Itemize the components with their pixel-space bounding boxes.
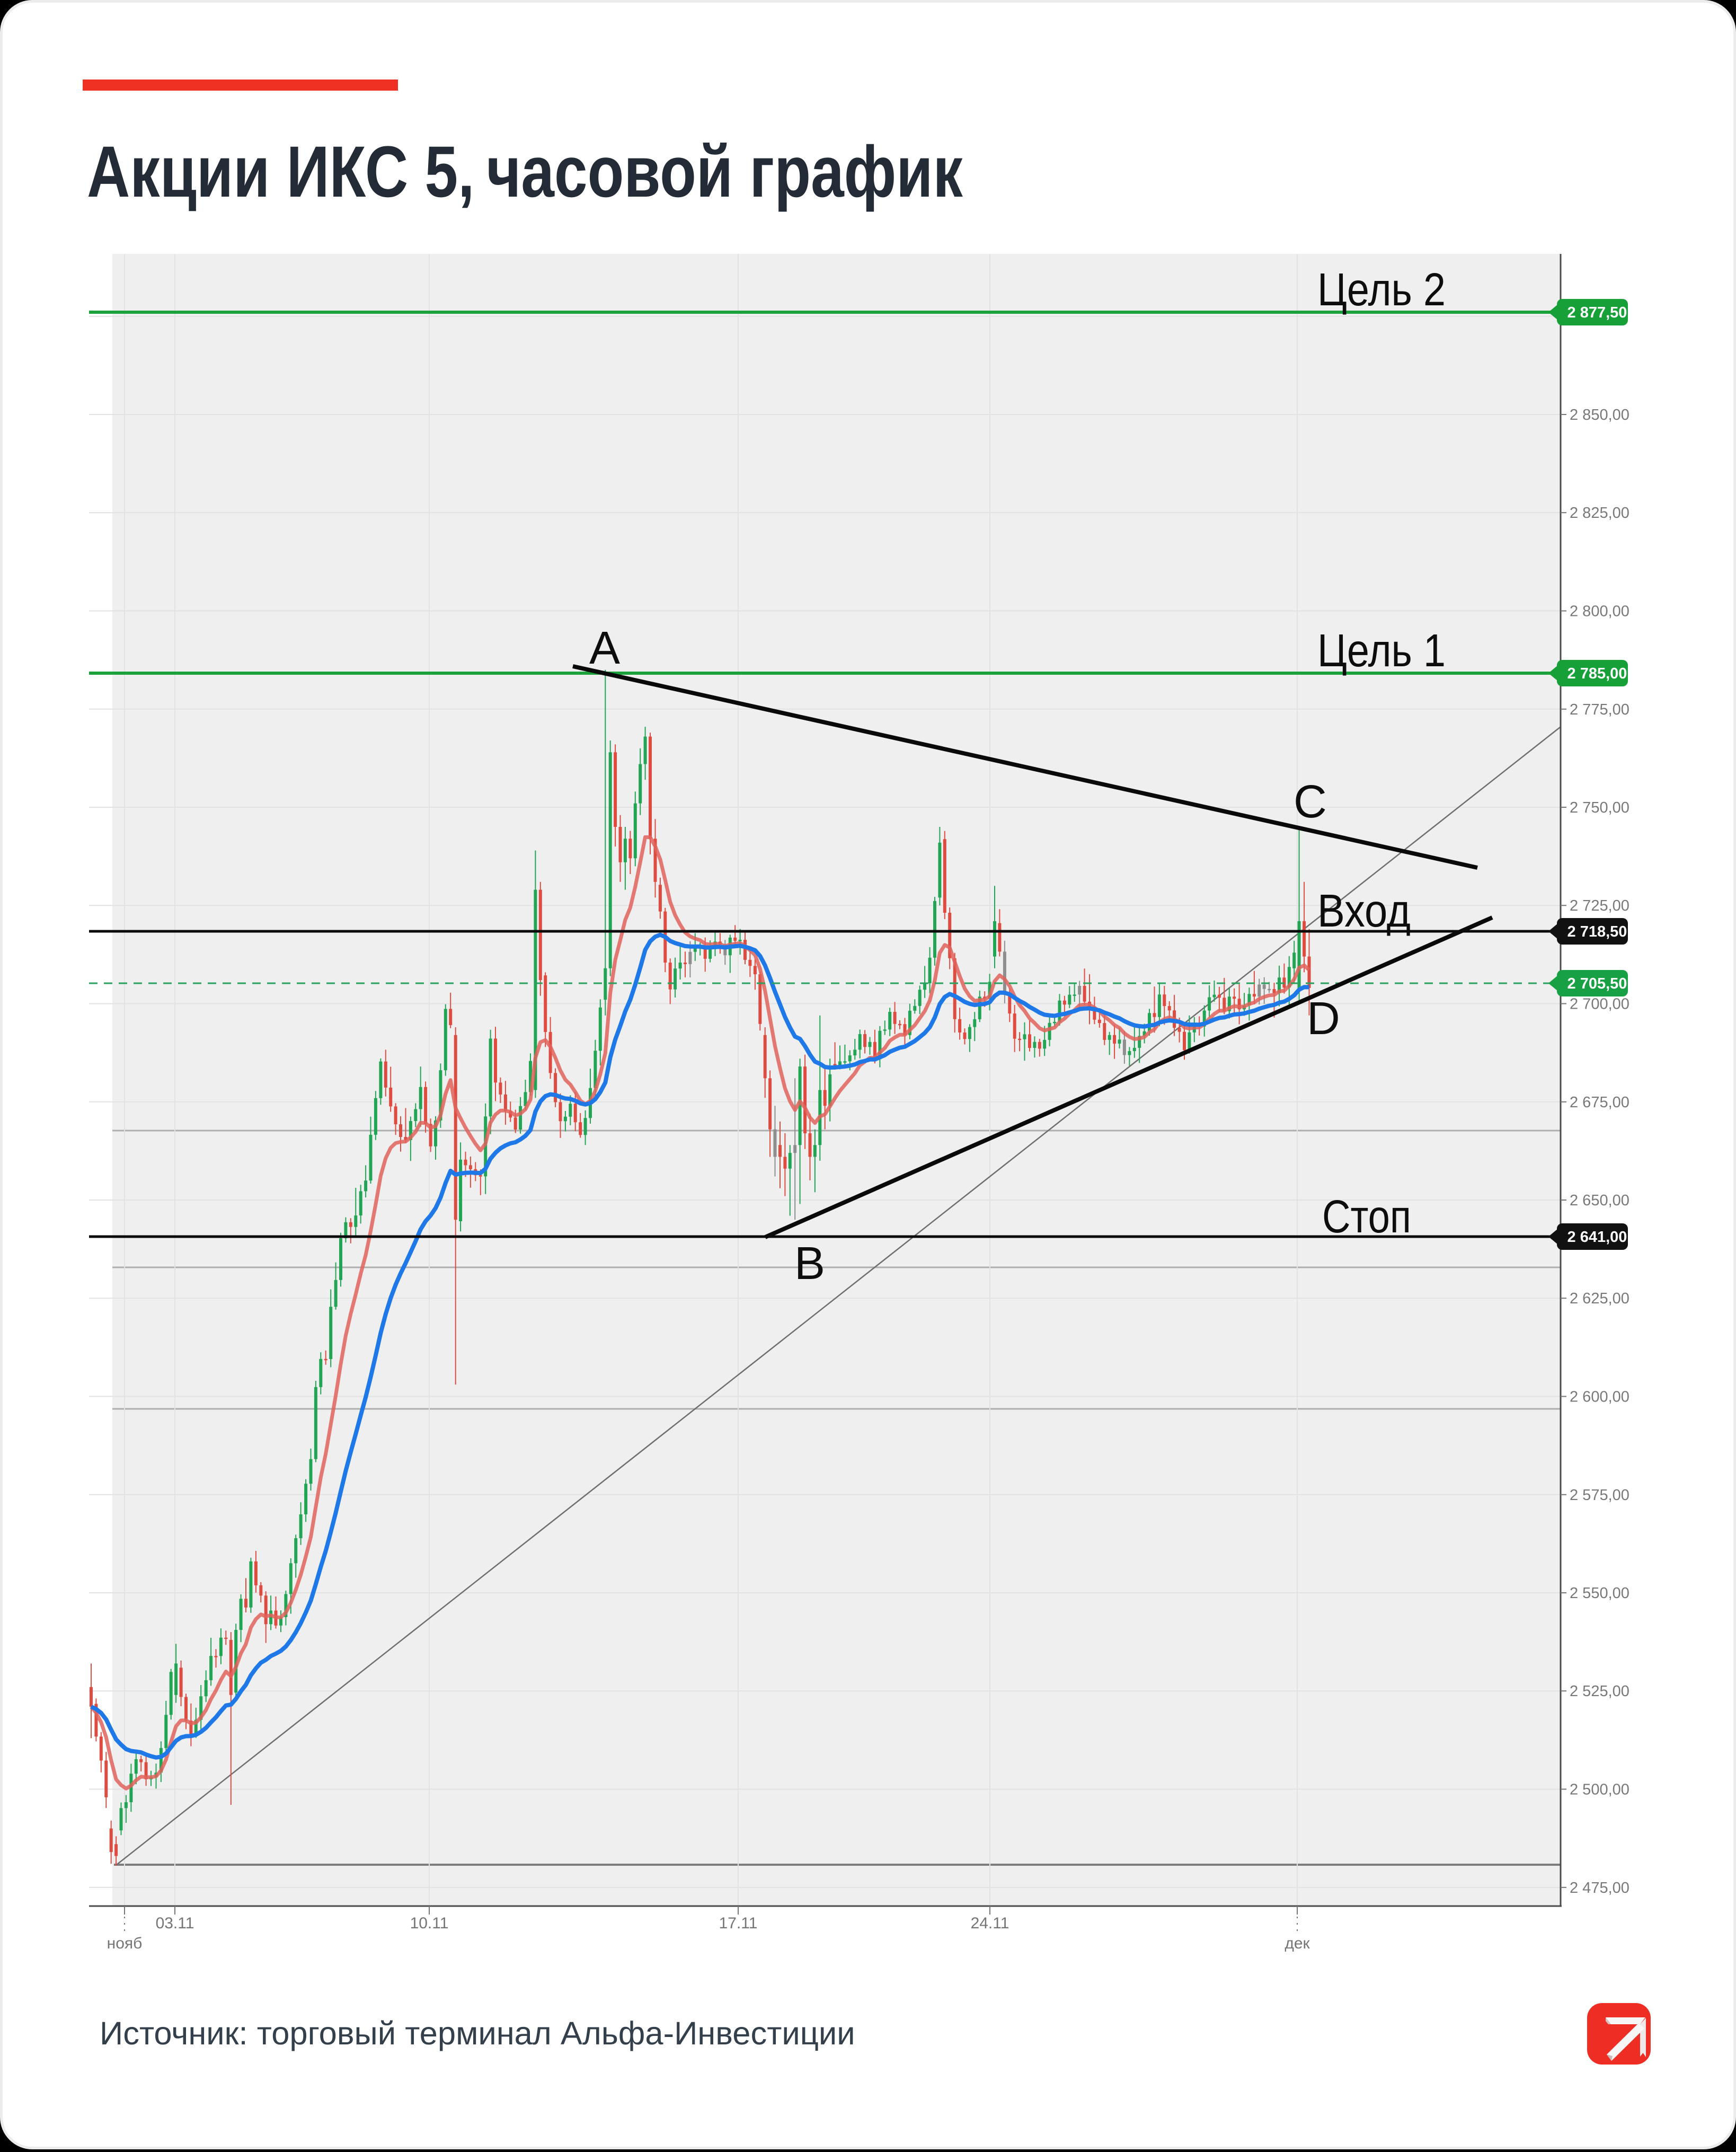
svg-text:2 650,00: 2 650,00 <box>1570 1192 1629 1209</box>
svg-text:C: C <box>1294 776 1327 827</box>
svg-text:D: D <box>1307 993 1340 1044</box>
svg-text:2 500,00: 2 500,00 <box>1570 1781 1629 1798</box>
svg-text:2 775,00: 2 775,00 <box>1570 701 1629 718</box>
svg-text:2 725,00: 2 725,00 <box>1570 897 1629 914</box>
svg-text:2 475,00: 2 475,00 <box>1570 1880 1629 1897</box>
svg-text:Стоп: Стоп <box>1322 1191 1411 1242</box>
svg-text:2 675,00: 2 675,00 <box>1570 1094 1629 1111</box>
svg-text:2 877,50: 2 877,50 <box>1567 304 1627 321</box>
svg-text:17.11: 17.11 <box>719 1915 758 1932</box>
svg-text:2 705,50: 2 705,50 <box>1567 975 1627 992</box>
svg-text:24.11: 24.11 <box>971 1915 1009 1932</box>
svg-text:2 785,00: 2 785,00 <box>1567 665 1627 682</box>
svg-text:2 625,00: 2 625,00 <box>1570 1290 1629 1307</box>
svg-text:2 850,00: 2 850,00 <box>1570 407 1629 424</box>
svg-text:2 575,00: 2 575,00 <box>1570 1487 1629 1504</box>
svg-text:2 641,00: 2 641,00 <box>1567 1229 1627 1246</box>
svg-text:03.11: 03.11 <box>156 1915 194 1932</box>
svg-text:A: A <box>589 622 620 674</box>
svg-text:2 700,00: 2 700,00 <box>1570 996 1629 1013</box>
svg-text:2 600,00: 2 600,00 <box>1570 1389 1629 1406</box>
svg-text:нояб: нояб <box>107 1935 143 1952</box>
svg-text:дек: дек <box>1285 1935 1310 1952</box>
svg-text:2 525,00: 2 525,00 <box>1570 1683 1629 1700</box>
svg-text:2 718,50: 2 718,50 <box>1567 923 1627 940</box>
svg-text:2 800,00: 2 800,00 <box>1570 603 1629 620</box>
svg-text:B: B <box>794 1238 825 1289</box>
svg-text:10.11: 10.11 <box>410 1915 449 1932</box>
svg-text:Вход: Вход <box>1317 885 1411 937</box>
svg-text:Цель 1: Цель 1 <box>1317 625 1446 676</box>
svg-text:2 825,00: 2 825,00 <box>1570 505 1629 522</box>
svg-text:2 750,00: 2 750,00 <box>1570 799 1629 816</box>
svg-text:2 550,00: 2 550,00 <box>1570 1585 1629 1602</box>
svg-text:Цель 2: Цель 2 <box>1317 264 1446 315</box>
